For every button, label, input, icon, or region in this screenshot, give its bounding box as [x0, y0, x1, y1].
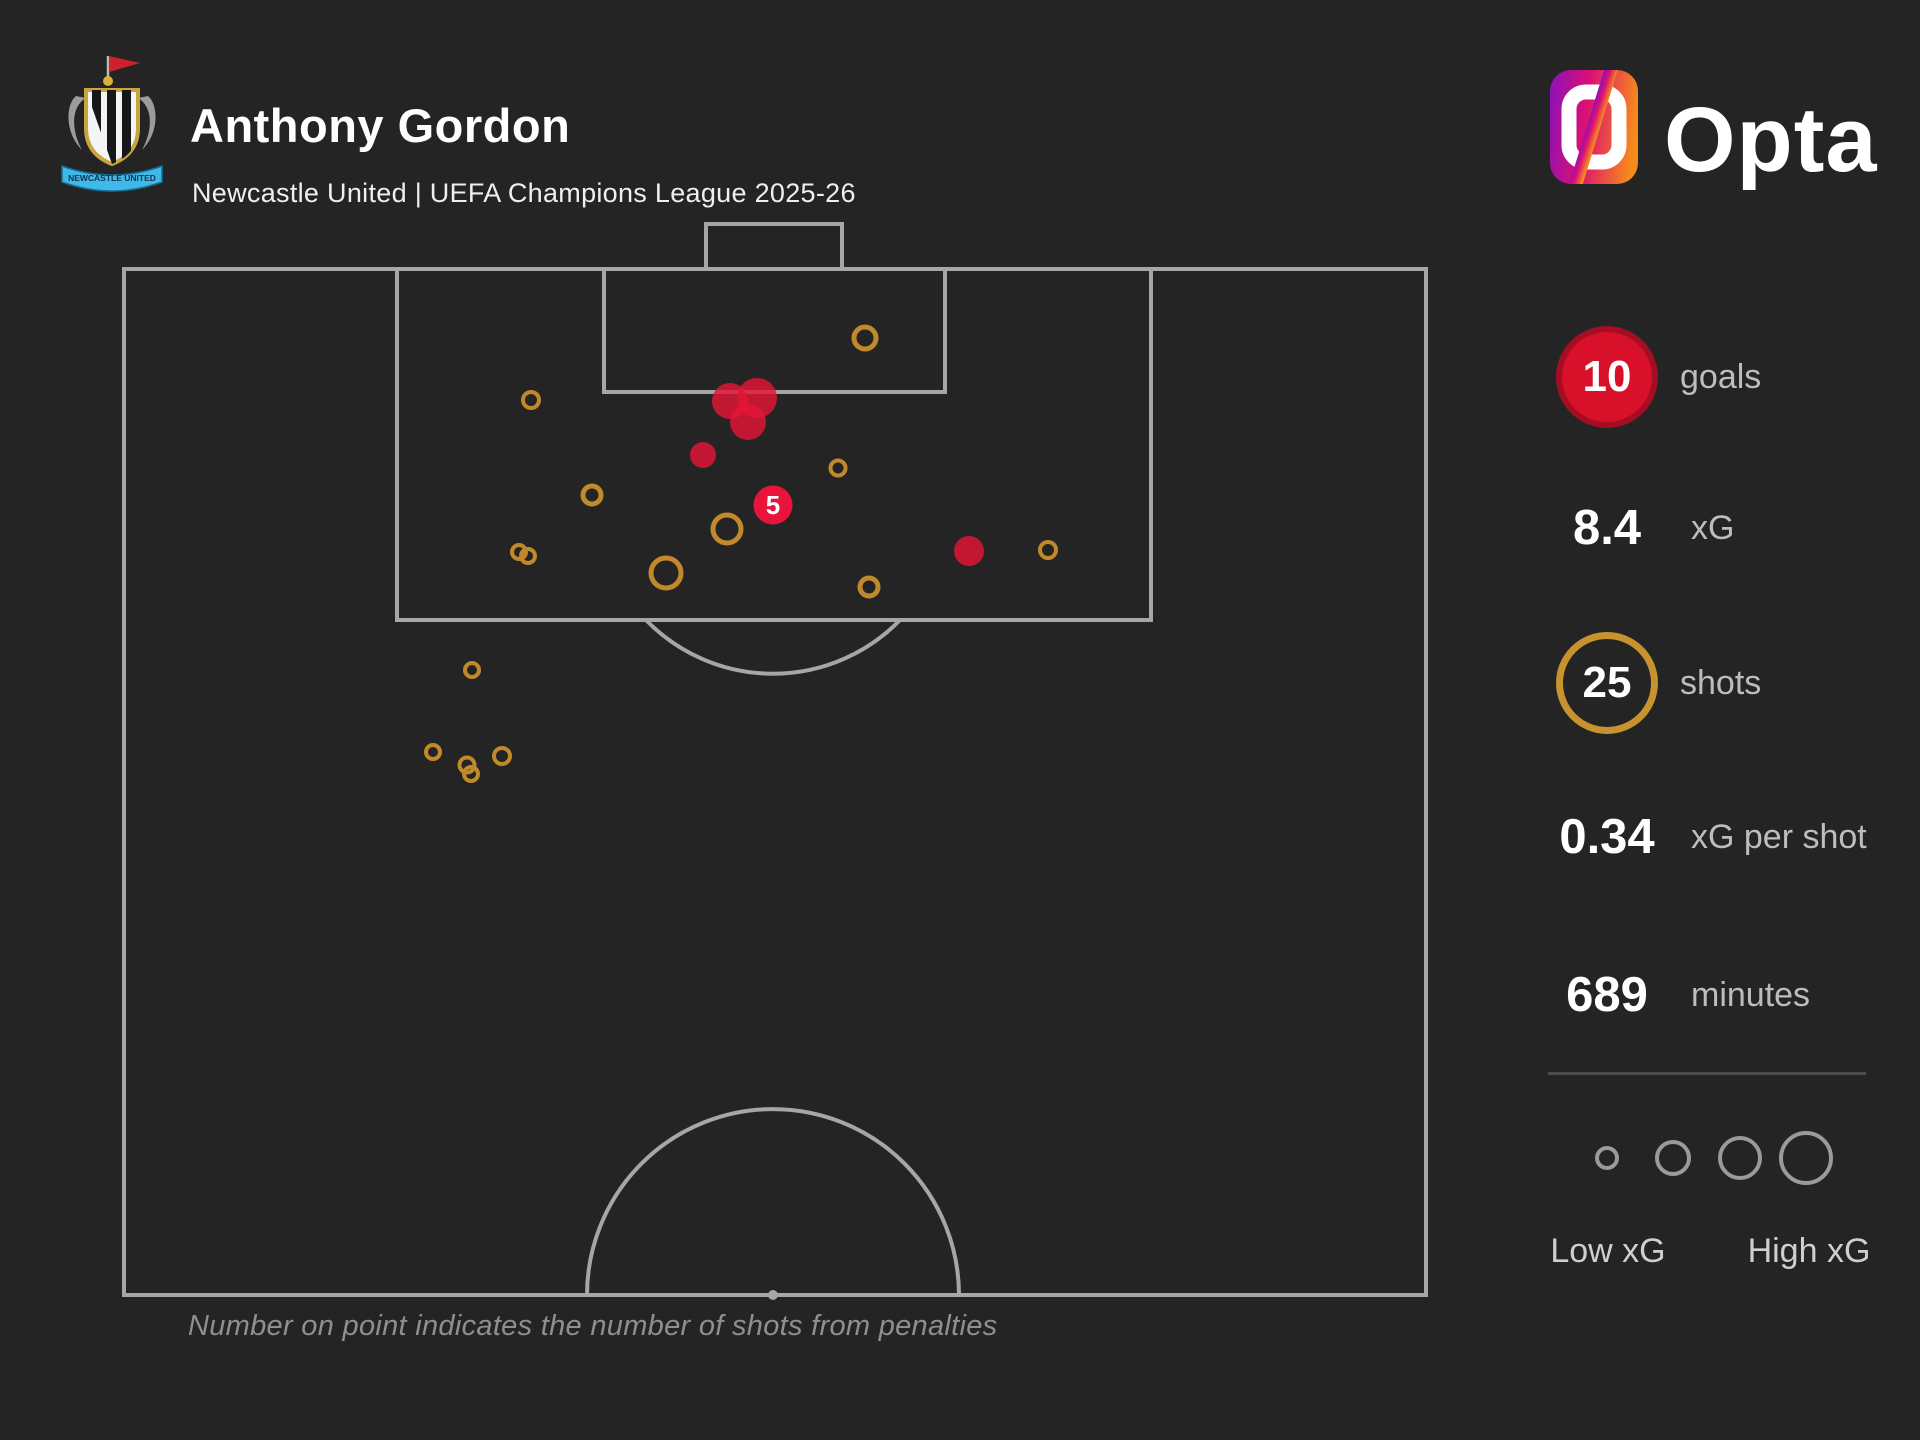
- shots-marker: 25: [1556, 632, 1658, 734]
- stat-row-shots: 25 shots: [1545, 628, 1915, 738]
- shot-marker: [648, 555, 684, 591]
- footnote: Number on point indicates the number of …: [188, 1310, 998, 1342]
- minutes-label: minutes: [1691, 975, 1811, 1014]
- shot-marker: [424, 743, 442, 761]
- penalty-marker: [753, 485, 793, 525]
- shots-label: shots: [1680, 663, 1762, 702]
- divider: [1548, 1072, 1866, 1075]
- shot-marker: [510, 543, 528, 561]
- crest-seahorse-left: [68, 96, 86, 150]
- shot-marker: [463, 661, 481, 679]
- goal-marker: [954, 536, 984, 566]
- shot-marker: [492, 746, 512, 766]
- stat-row-xg: 8.4 xG: [1545, 473, 1915, 583]
- stat-row-xg-per-shot: 0.34 xG per shot: [1545, 782, 1915, 892]
- stat-row-goals: 10 goals: [1545, 322, 1915, 432]
- xg-per-shot-label: xG per shot: [1691, 817, 1867, 856]
- penalty-box: [395, 267, 1153, 622]
- shot-marker: [462, 765, 480, 783]
- shot-marker: [1038, 540, 1058, 560]
- crest-text: NEWCASTLE UNITED: [68, 173, 156, 183]
- shots-layer: 5: [424, 324, 1058, 783]
- page-title: Anthony Gordon: [190, 99, 571, 152]
- shot-marker: [710, 512, 744, 546]
- shot-marker: [857, 575, 881, 599]
- penalty-count-label: 5: [766, 490, 780, 520]
- xg-per-shot-value: 0.34: [1559, 810, 1655, 864]
- shot-marker: [828, 458, 848, 478]
- crest-ribbon: [61, 164, 163, 192]
- legend-high-xg: High xG: [1747, 1232, 1871, 1270]
- shot-marker: [521, 390, 541, 410]
- newcastle-crest: NEWCASTLE UNITED: [61, 56, 163, 192]
- opta-logo-text: Opta: [1664, 89, 1878, 191]
- page-subtitle: Newcastle United | UEFA Champions League…: [192, 178, 856, 208]
- goal-marker: [690, 442, 716, 468]
- xg-label: xG: [1691, 508, 1735, 547]
- stat-row-minutes: 689 minutes: [1545, 940, 1915, 1050]
- six-yard-box: [602, 267, 947, 394]
- xg-value: 8.4: [1572, 501, 1642, 555]
- legend-circle-small: [1655, 1140, 1691, 1176]
- legend-circle-smallest: [1595, 1146, 1619, 1170]
- crest-flag: [109, 56, 140, 72]
- centre-circle: [585, 1107, 961, 1296]
- goals-marker: 10: [1556, 326, 1658, 428]
- pitch-outline: [122, 267, 1428, 1297]
- penalty-arc: [644, 618, 902, 676]
- xg-size-legend: [1595, 1131, 1833, 1185]
- crest-seahorse-right: [138, 96, 156, 150]
- legend-low-xg: Low xG: [1550, 1232, 1666, 1270]
- goals-label: goals: [1680, 357, 1762, 396]
- goal-frame: [704, 222, 844, 271]
- centre-spot: [768, 1290, 778, 1300]
- legend-circle-large: [1718, 1136, 1762, 1180]
- shot-marker: [457, 755, 477, 775]
- shot-marker: [519, 547, 537, 565]
- legend-circle-largest: [1779, 1131, 1833, 1185]
- shot-marker: [580, 483, 604, 507]
- opta-logo-icon: [1550, 70, 1638, 184]
- goal-marker: [730, 404, 766, 440]
- shot-marker: [851, 324, 879, 352]
- minutes-value: 689: [1566, 968, 1648, 1022]
